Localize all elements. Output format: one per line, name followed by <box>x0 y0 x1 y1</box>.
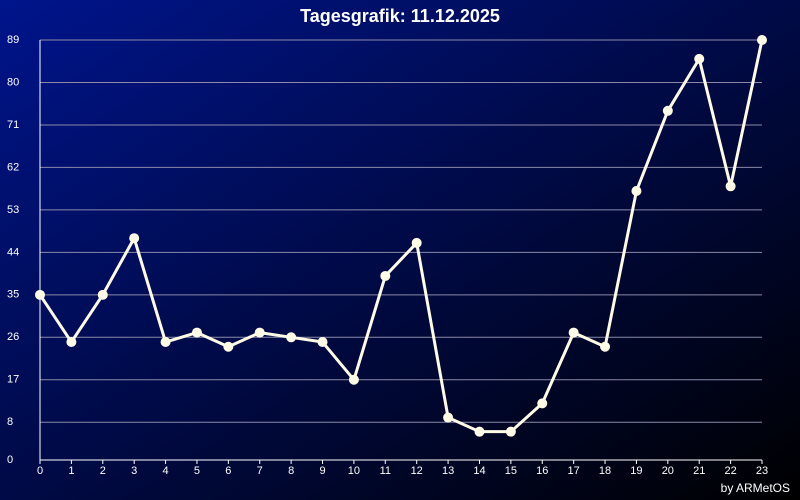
y-tick-label: 80 <box>7 76 19 88</box>
data-point <box>286 332 297 343</box>
x-tick-label: 18 <box>599 465 611 477</box>
y-tick-label: 44 <box>7 246 19 258</box>
x-tick-label: 1 <box>68 465 74 477</box>
x-tick-label: 23 <box>756 465 768 477</box>
data-point <box>317 337 328 348</box>
x-tick-label: 11 <box>380 465 391 477</box>
y-tick-label: 0 <box>7 454 13 466</box>
data-point <box>411 237 422 248</box>
x-tick-label: 17 <box>568 465 580 477</box>
x-tick-label: 5 <box>194 465 200 477</box>
chart-title: Tagesgrafik: 11.12.2025 <box>300 6 500 26</box>
y-tick-label: 8 <box>7 416 13 428</box>
data-point <box>694 53 705 64</box>
x-tick-label: 22 <box>724 465 736 477</box>
y-tick-label: 71 <box>7 119 19 131</box>
y-tick-label: 35 <box>7 289 19 301</box>
x-tick-label: 2 <box>100 465 106 477</box>
data-point <box>380 270 391 281</box>
credit: by ARMetOS <box>721 481 790 495</box>
data-point <box>662 105 673 116</box>
data-point <box>254 327 265 338</box>
data-point <box>97 289 108 300</box>
data-point <box>129 233 140 244</box>
y-tick-label: 26 <box>7 331 19 343</box>
x-tick-label: 14 <box>473 465 485 477</box>
x-tick-label: 15 <box>505 465 517 477</box>
data-line <box>38 39 764 434</box>
x-tick-label: 6 <box>225 465 231 477</box>
y-tick-label: 89 <box>7 34 19 46</box>
data-point <box>443 412 454 423</box>
data-point <box>505 426 516 437</box>
data-point <box>348 374 359 385</box>
x-tick-label: 19 <box>630 465 642 477</box>
x-tick-label: 16 <box>536 465 548 477</box>
x-tick-label: 0 <box>37 465 43 477</box>
x-tick-label: 21 <box>693 465 705 477</box>
x-tick-label: 9 <box>319 465 325 477</box>
y-tick-label: 53 <box>7 204 19 216</box>
data-point <box>568 327 579 338</box>
data-point <box>631 186 642 197</box>
data-point <box>725 181 736 192</box>
x-tick-label: 10 <box>348 465 360 477</box>
data-point <box>223 341 234 352</box>
y-tick-label: 62 <box>7 161 19 173</box>
x-tick-label: 4 <box>163 465 169 477</box>
data-point <box>757 35 767 45</box>
x-tick-label: 13 <box>442 465 454 477</box>
data-point <box>66 337 77 348</box>
x-tick-label: 12 <box>411 465 423 477</box>
x-tick-label: 7 <box>257 465 263 477</box>
data-point <box>35 289 45 300</box>
x-tick-label: 3 <box>131 465 137 477</box>
x-tick-label: 20 <box>662 465 674 477</box>
data-point <box>600 341 611 352</box>
data-point <box>191 327 202 338</box>
data-point <box>160 337 171 348</box>
y-tick-label: 17 <box>7 374 19 386</box>
data-point <box>537 398 548 409</box>
data-point <box>474 426 485 437</box>
x-tick-label: 8 <box>288 465 294 477</box>
